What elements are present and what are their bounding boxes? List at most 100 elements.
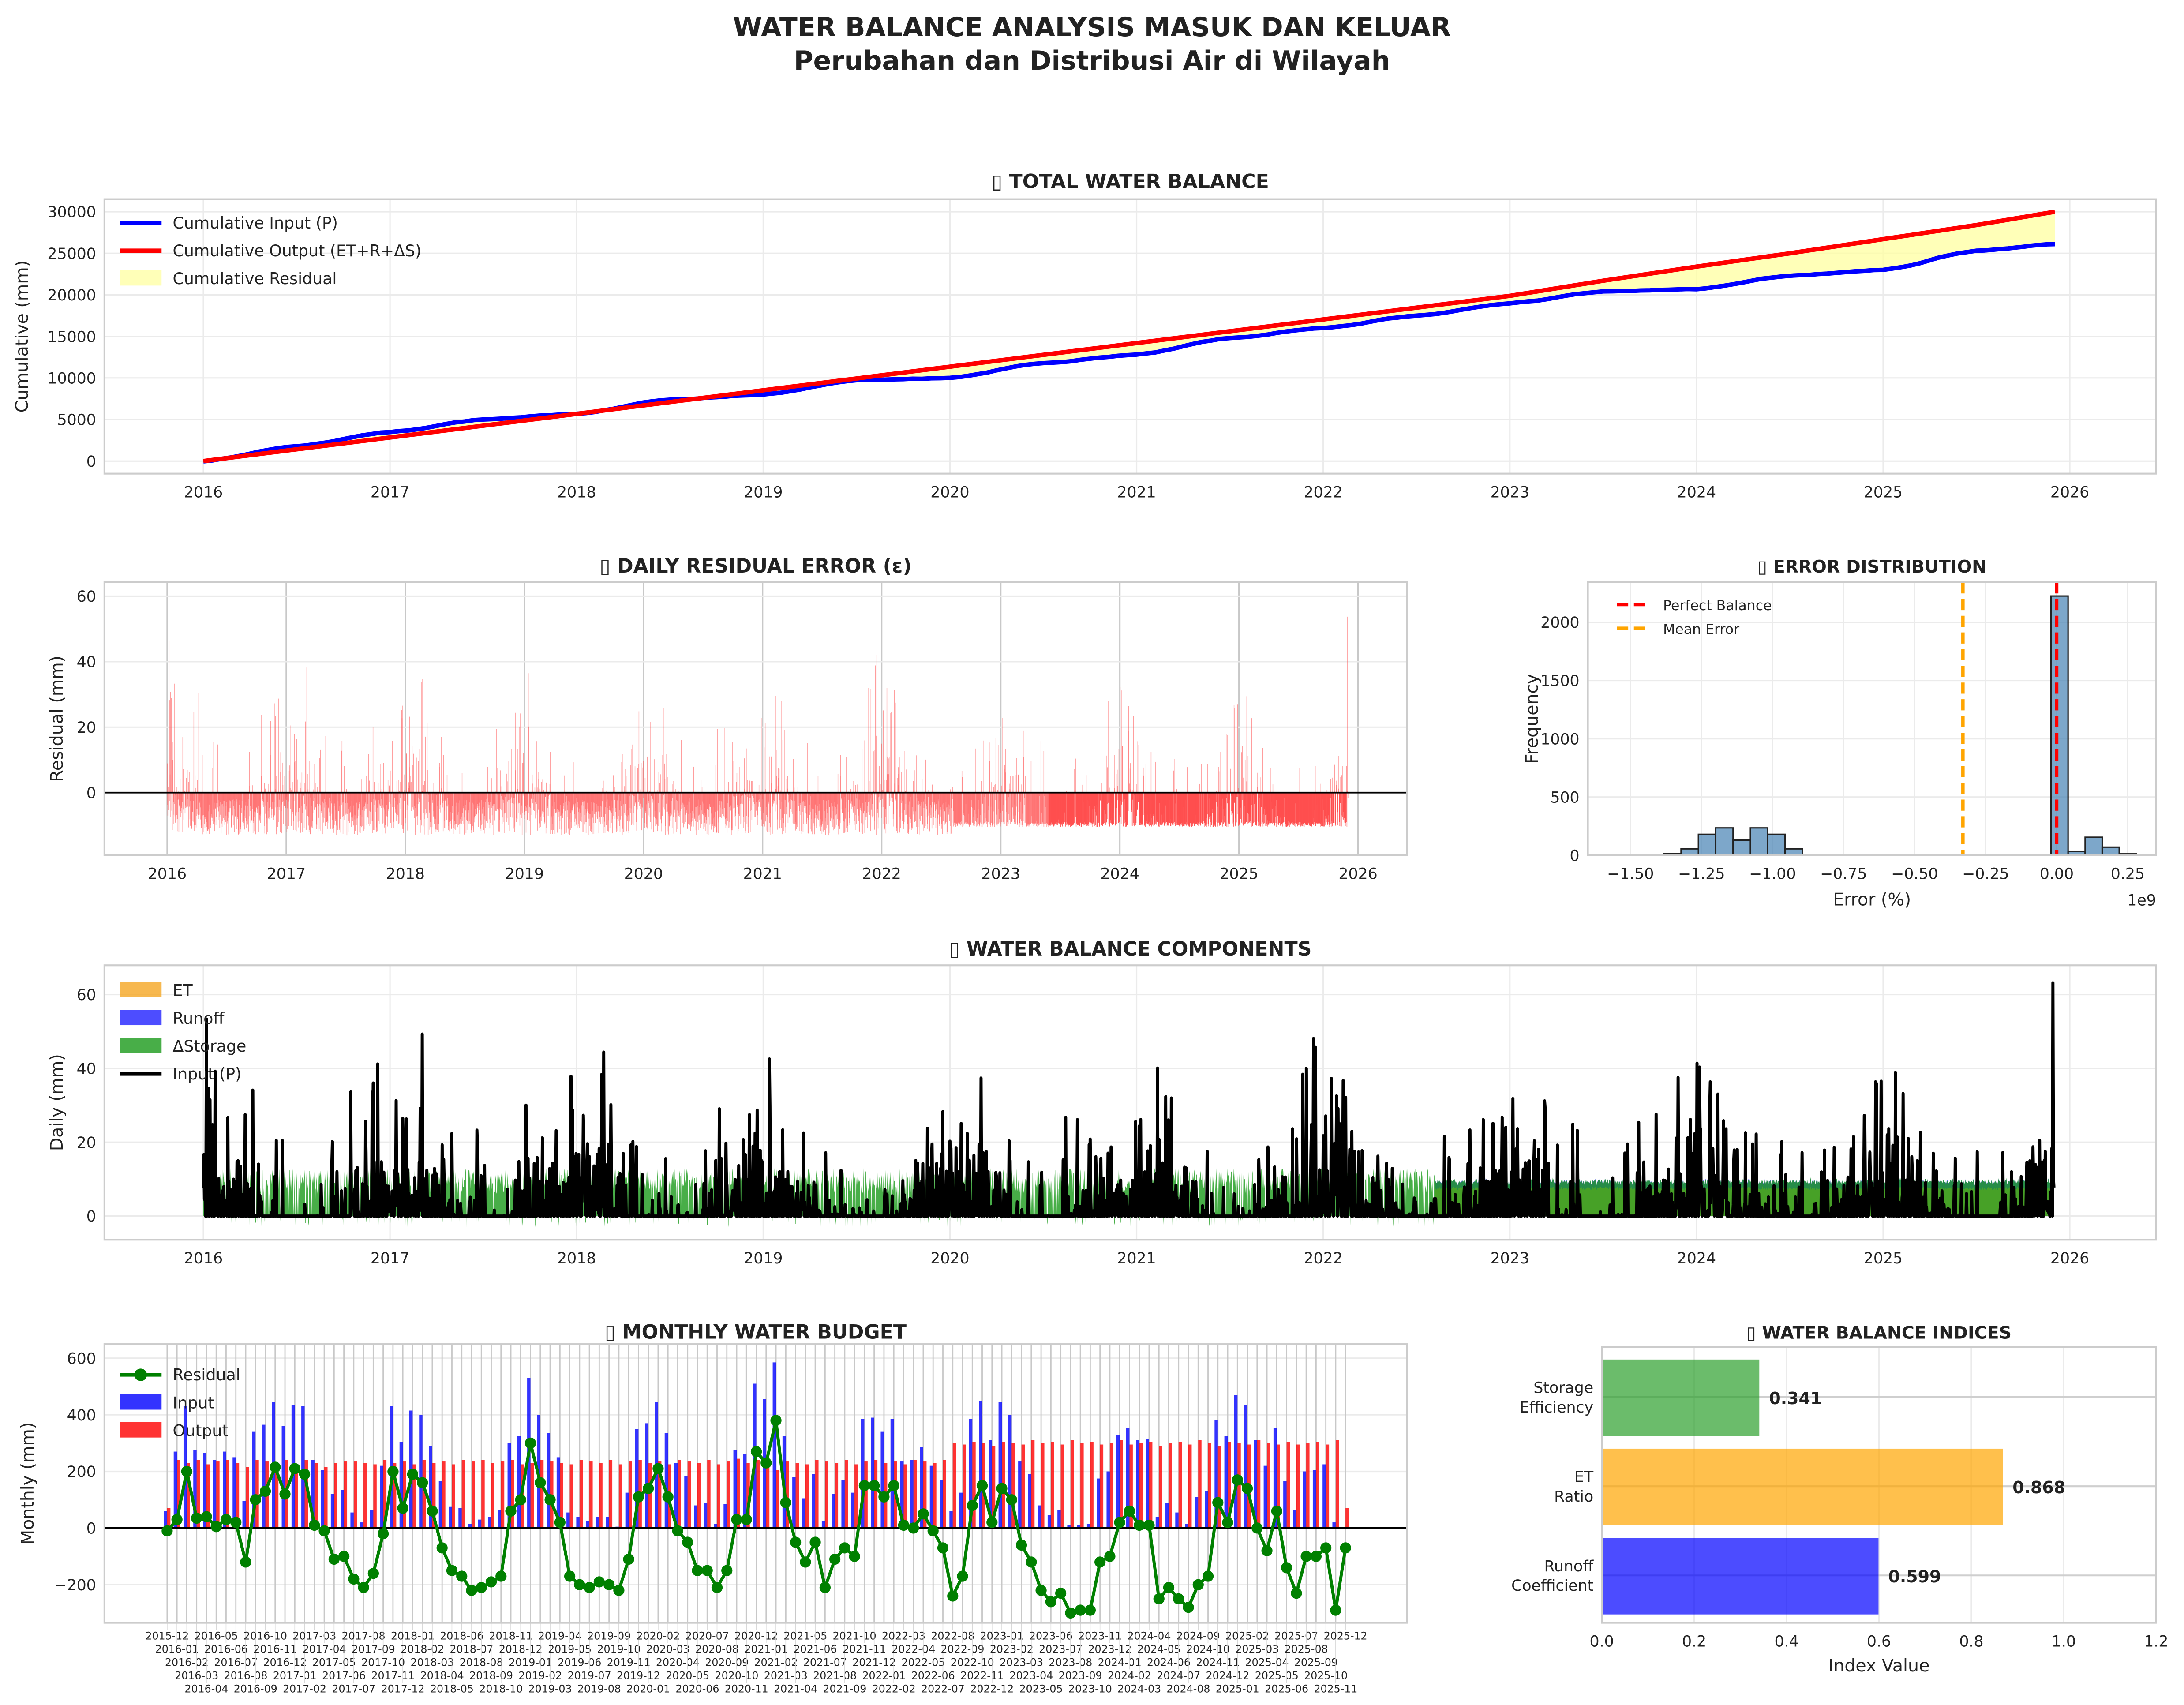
x-tick-label: 2024-10 — [1186, 1643, 1230, 1655]
residual-point — [397, 1503, 408, 1514]
x-tick-label: 2020-05 — [666, 1669, 709, 1682]
output-bar — [903, 1464, 907, 1528]
residual-point — [1065, 1607, 1076, 1619]
x-tick-label: 2016-10 — [243, 1630, 287, 1642]
input-bar — [438, 1481, 442, 1528]
residual-point — [593, 1576, 605, 1588]
residual-point — [1104, 1551, 1116, 1562]
output-bar — [629, 1461, 632, 1528]
y-tick-label: 1000 — [1540, 731, 1579, 748]
output-bar — [344, 1461, 348, 1528]
output-bar — [1011, 1443, 1015, 1528]
x-tick-label: 0.25 — [2111, 865, 2145, 883]
x-tick-label: 2024-09 — [1176, 1630, 1220, 1642]
output-bar — [1326, 1444, 1330, 1528]
input-bar — [1057, 1510, 1061, 1528]
residual-point — [809, 1536, 821, 1548]
residual-point — [1006, 1494, 1017, 1506]
y-tick-label: 1500 — [1540, 672, 1579, 690]
input-bar — [674, 1463, 678, 1528]
x-tick-label: 2017-11 — [371, 1669, 415, 1682]
x-tick-label: 2026 — [1338, 865, 1377, 883]
residual-point — [524, 1437, 536, 1449]
output-bar — [304, 1460, 308, 1528]
y-tick-label: 400 — [67, 1407, 96, 1424]
residual-point — [1261, 1545, 1273, 1556]
index-value-label: 0.868 — [2012, 1478, 2065, 1497]
residual-point — [1045, 1596, 1056, 1608]
residual-point — [1084, 1604, 1096, 1616]
input-bar — [1047, 1515, 1051, 1528]
legend-label: Residual — [173, 1365, 240, 1384]
residual-point — [161, 1525, 173, 1536]
residual-point — [1291, 1587, 1302, 1599]
panel-title: ▯ TOTAL WATER BALANCE — [992, 170, 1269, 193]
output-bar — [943, 1460, 946, 1528]
residual-point — [967, 1499, 978, 1511]
output-bar — [815, 1460, 819, 1528]
output-bar — [795, 1463, 799, 1528]
input-bar — [1165, 1503, 1169, 1528]
x-tick-label: 2016-02 — [165, 1656, 209, 1668]
legend: Cumulative Input (P) Cumulative Output (E… — [120, 214, 421, 288]
input-bar — [1008, 1415, 1012, 1528]
input-bar — [517, 1436, 521, 1528]
x-tick-label: 2025-06 — [1265, 1683, 1308, 1695]
x-tick-label: 2016 — [148, 865, 187, 883]
residual-point — [1212, 1497, 1224, 1508]
input-bar — [1136, 1440, 1139, 1528]
y-tick-label: 5000 — [57, 412, 96, 429]
residual-point — [1192, 1579, 1204, 1590]
x-tick-label: 2021 — [743, 865, 782, 883]
x-tick-label: 2019-02 — [518, 1669, 562, 1682]
input-bar — [1195, 1497, 1199, 1528]
x-tick-label: 2018 — [557, 483, 596, 501]
residual-point — [328, 1553, 340, 1565]
x-tick-label: 2020-03 — [646, 1643, 690, 1655]
x-tick-label: 2016-05 — [195, 1630, 238, 1642]
x-tick-label: 2023-12 — [1088, 1643, 1131, 1655]
x-tick-label: 2018-03 — [410, 1656, 454, 1668]
output-bar — [373, 1464, 377, 1528]
legend: Perfect Balance Mean Error — [1617, 598, 1772, 637]
x-tick-label: 2021-11 — [843, 1643, 886, 1655]
output-bar — [1159, 1446, 1162, 1528]
residual-point — [1300, 1551, 1312, 1562]
input-bar — [714, 1524, 717, 1528]
x-tick-label: 2021-02 — [754, 1656, 798, 1668]
residual-point — [495, 1570, 507, 1582]
residual-point — [1094, 1556, 1106, 1568]
residual-point — [201, 1511, 212, 1522]
legend-label: Perfect Balance — [1663, 598, 1772, 614]
x-tick-label: 2018-05 — [430, 1683, 474, 1695]
input-bar — [203, 1453, 206, 1528]
index-bar — [1602, 1359, 1760, 1436]
residual-point — [378, 1528, 389, 1540]
residual-point — [476, 1582, 487, 1593]
output-bar — [1031, 1440, 1035, 1528]
y-tick-label: 60 — [77, 588, 96, 606]
y-tick-label-line: Ratio — [1554, 1488, 1593, 1506]
residual-point — [1320, 1542, 1332, 1554]
x-tick-label: 2025-12 — [1324, 1630, 1367, 1642]
residual-point — [692, 1565, 703, 1576]
output-bar — [864, 1461, 868, 1528]
input-bar — [645, 1423, 648, 1528]
input-bar — [812, 1474, 816, 1528]
output-bar — [874, 1460, 878, 1528]
input-bar — [262, 1424, 266, 1528]
output-bar — [1267, 1443, 1270, 1528]
input-bar — [1028, 1474, 1031, 1528]
input-bar — [1067, 1525, 1071, 1528]
residual-point — [1251, 1522, 1263, 1534]
axes-frame — [103, 581, 1408, 856]
residual-point — [250, 1494, 261, 1506]
output-bar — [196, 1460, 200, 1528]
y-tick-label: 0 — [86, 1520, 96, 1538]
input-bar — [1106, 1471, 1110, 1528]
residual-point — [613, 1585, 625, 1596]
residual-point — [544, 1494, 556, 1506]
residual-point — [878, 1491, 890, 1503]
x-tick-label: 2016-04 — [184, 1683, 228, 1695]
output-bar — [972, 1442, 976, 1528]
